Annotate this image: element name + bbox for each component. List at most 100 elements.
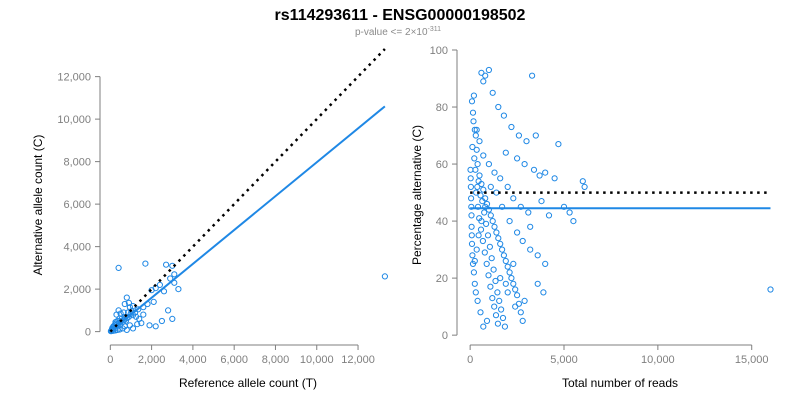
right-data-point — [490, 266, 497, 273]
right-data-point — [551, 175, 558, 182]
right-data-point — [581, 183, 588, 190]
right-data-point — [487, 212, 494, 219]
right-data-point — [491, 303, 498, 310]
right-data-point — [493, 229, 500, 236]
right-data-point — [480, 152, 487, 159]
left-data-point — [107, 328, 115, 335]
right-data-point — [482, 72, 489, 79]
left-data-point — [135, 306, 142, 313]
right-data-point — [467, 183, 474, 190]
chart-title: rs114293611 - ENSG00000198502 — [275, 7, 526, 24]
right-y-tick-label: 40 — [436, 216, 448, 228]
right-data-point — [566, 209, 573, 216]
right-data-point — [478, 180, 485, 188]
right-data-point — [481, 249, 488, 256]
right-data-point — [579, 178, 586, 185]
right-data-point — [486, 243, 493, 250]
right-data-point — [494, 289, 501, 296]
left-y-axis-label: Alternative allele count (C) — [31, 135, 45, 276]
right-data-point — [473, 126, 480, 133]
right-data-point — [472, 132, 479, 139]
right-data-point — [494, 320, 501, 327]
right-data-point — [517, 203, 524, 210]
right-data-point — [474, 183, 481, 190]
right-data-point — [468, 223, 475, 230]
right-data-point — [468, 212, 475, 219]
right-data-point — [510, 260, 517, 267]
right-data-point — [496, 297, 503, 304]
left-x-tick-label: 10,000 — [300, 354, 334, 366]
left-data-point — [175, 286, 182, 293]
left-y-tick-label: 8,000 — [63, 157, 91, 169]
right-data-point — [519, 237, 526, 245]
left-y-tick-label: 10,000 — [57, 114, 91, 126]
right-data-point — [514, 229, 521, 236]
right-data-point — [538, 198, 545, 205]
right-data-point — [497, 275, 504, 282]
right-data-point — [477, 226, 485, 233]
right-data-point — [532, 132, 539, 139]
right-data-point — [523, 138, 530, 145]
right-y-tick-label: 100 — [430, 45, 448, 57]
left-data-point — [146, 322, 153, 329]
right-data-point — [481, 209, 488, 216]
left-data-point — [171, 271, 178, 278]
right-data-point — [473, 246, 480, 253]
right-data-point — [479, 237, 486, 245]
right-data-point — [491, 169, 498, 176]
left-data-point — [142, 260, 149, 267]
right-y-tick-label: 20 — [436, 273, 448, 285]
left-x-tick-label: 8,000 — [262, 354, 290, 366]
left-reference-line — [109, 48, 386, 333]
right-data-point — [474, 297, 481, 304]
right-data-point — [480, 78, 487, 85]
right-data-point — [542, 260, 549, 267]
left-x-tick-label: 6,000 — [220, 354, 248, 366]
right-data-point — [468, 195, 475, 202]
right-data-point — [469, 109, 477, 116]
right-data-point — [527, 223, 534, 230]
right-data-point — [502, 149, 509, 156]
right-data-point — [484, 232, 492, 239]
right-data-point — [471, 126, 478, 133]
right-data-point — [525, 209, 532, 216]
left-data-point — [169, 315, 176, 322]
right-data-point — [495, 235, 502, 242]
right-data-point — [521, 161, 528, 168]
left-data-point — [158, 317, 165, 325]
right-data-point — [485, 272, 492, 279]
right-data-point — [474, 161, 481, 168]
right-data-point — [469, 252, 476, 259]
right-data-point — [476, 172, 483, 179]
left-y-tick-label: 0 — [85, 327, 91, 339]
right-data-point — [485, 206, 492, 213]
left-data-point — [167, 275, 174, 282]
left-data-point — [113, 311, 120, 318]
right-data-point — [482, 203, 489, 210]
right-data-point — [517, 309, 524, 316]
right-data-point — [472, 289, 479, 296]
left-y-tick-label: 12,000 — [57, 72, 91, 84]
right-data-point — [512, 286, 519, 293]
right-data-point — [492, 312, 500, 319]
left-y-tick-label: 4,000 — [63, 242, 91, 254]
right-data-point — [471, 257, 478, 265]
right-x-tick-label: 15,000 — [735, 354, 769, 366]
right-data-point — [545, 212, 553, 219]
right-data-point — [497, 175, 504, 182]
right-data-point — [480, 323, 487, 330]
right-data-point — [504, 183, 511, 190]
right-data-point — [534, 280, 541, 287]
subtitle-exponent: -311 — [428, 26, 442, 33]
right-data-point — [478, 69, 485, 76]
right-data-point — [478, 218, 485, 225]
right-x-tick-label: 5,000 — [550, 354, 578, 366]
right-data-point — [530, 166, 538, 173]
right-data-point — [506, 269, 513, 276]
right-data-point — [487, 183, 494, 190]
right-data-point — [470, 269, 477, 276]
right-data-point — [473, 146, 480, 153]
left-x-tick-label: 2,000 — [138, 354, 166, 366]
right-data-point — [508, 123, 515, 131]
